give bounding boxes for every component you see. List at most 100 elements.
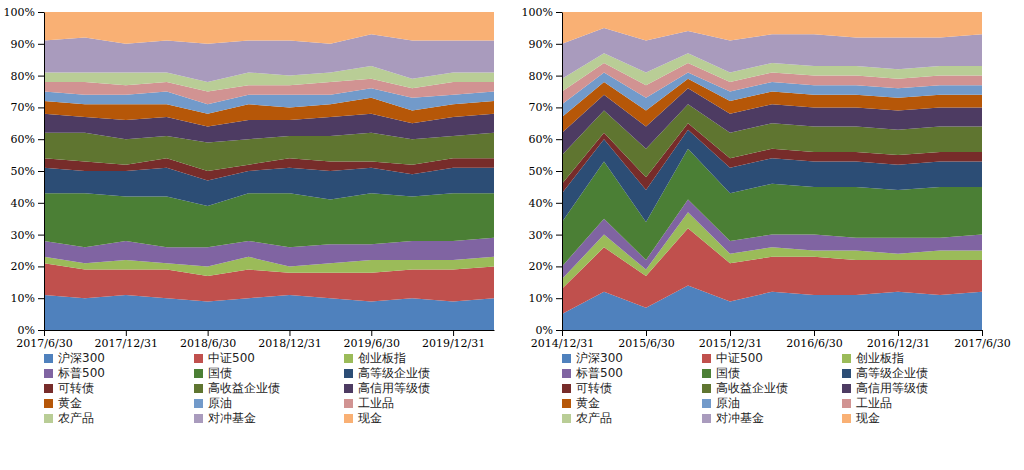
tick: 2014/12/31: [531, 330, 594, 350]
legend-item: 对冲基金: [194, 411, 256, 425]
tick-label: 2018/6/30: [180, 337, 236, 350]
area-series: [562, 12, 982, 44]
plot-area: [44, 12, 494, 330]
legend-label: 高等级企业债: [358, 366, 430, 380]
legend-item: 原油: [194, 396, 232, 410]
area-series: [44, 12, 494, 44]
legend-swatch: [702, 399, 711, 408]
tick-mark: [556, 203, 562, 204]
axis-line: [562, 13, 563, 331]
legend-swatch: [44, 354, 53, 363]
legend-label: 标普500: [575, 366, 623, 380]
legend-label: 现金: [358, 411, 382, 425]
tick-mark: [38, 139, 44, 140]
legend-label: 原油: [208, 396, 232, 410]
legend-item: 可转债: [562, 381, 612, 395]
tick-label: 50%: [11, 165, 35, 178]
tick: 2017/6/30: [954, 330, 1010, 350]
tick: 2016/6/30: [786, 330, 842, 350]
tick-label: 30%: [529, 229, 553, 242]
tick-label: 2016/12/31: [867, 337, 930, 350]
legend-item: 创业板指: [842, 351, 904, 365]
tick-mark: [556, 330, 562, 331]
legend-label: 原油: [716, 396, 740, 410]
tick: 2019/12/31: [422, 330, 485, 350]
legend-label: 黄金: [576, 396, 600, 410]
tick: 100%: [4, 6, 44, 19]
tick-mark: [289, 330, 290, 336]
legend-swatch: [44, 369, 53, 378]
tick-label: 2017/6/30: [954, 337, 1010, 350]
legend-swatch: [702, 369, 711, 378]
tick-mark: [38, 235, 44, 236]
tick-mark: [556, 107, 562, 108]
legend-item: 对冲基金: [702, 411, 764, 425]
legend-item: 可转债: [44, 381, 94, 395]
tick-label: 2016/6/30: [786, 337, 842, 350]
tick-label: 2019/6/30: [344, 337, 400, 350]
x-axis: 2014/12/312015/6/302015/12/312016/6/3020…: [531, 330, 1011, 350]
tick-mark: [38, 171, 44, 172]
tick-label: 80%: [11, 70, 35, 83]
legend-swatch: [344, 354, 353, 363]
tick: 60%: [11, 133, 44, 146]
legend-item: 高信用等级债: [344, 381, 430, 395]
legend-item: 国债: [194, 366, 232, 380]
legend-item: 沪深300: [44, 351, 105, 365]
tick-mark: [38, 12, 44, 13]
tick-label: 40%: [529, 197, 553, 210]
legend-swatch: [44, 384, 53, 393]
legend-swatch: [562, 399, 571, 408]
legend-label: 创业板指: [358, 351, 406, 365]
tick: 40%: [529, 197, 562, 210]
tick-mark: [556, 76, 562, 77]
legend-label: 国债: [716, 366, 740, 380]
legend-label: 工业品: [358, 396, 394, 410]
legend-swatch: [44, 414, 53, 423]
legend-item: 农产品: [562, 411, 612, 425]
legend-item: 黄金: [562, 396, 600, 410]
tick-label: 30%: [11, 229, 35, 242]
tick-mark: [556, 171, 562, 172]
tick-mark: [562, 330, 563, 336]
legend-swatch: [702, 354, 711, 363]
tick-label: 70%: [529, 101, 553, 114]
legend-label: 标普500: [57, 366, 105, 380]
legend-swatch: [562, 354, 571, 363]
tick-label: 2017/6/30: [16, 337, 72, 350]
tick-mark: [126, 330, 127, 336]
tick: 30%: [11, 229, 44, 242]
legend-item: 现金: [842, 411, 880, 425]
tick: 2016/12/31: [867, 330, 930, 350]
panel: 0%10%20%30%40%50%60%70%80%90%100%2014/12…: [522, 6, 1011, 425]
area-series: [44, 133, 494, 171]
legend-label: 现金: [856, 411, 880, 425]
legend-item: 标普500: [562, 366, 623, 380]
tick: 90%: [11, 38, 44, 51]
tick-mark: [556, 235, 562, 236]
legend: 沪深300中证500创业板指标普500国债高等级企业债可转债高收益企业债高信用等…: [562, 351, 928, 425]
legend-item: 高收益企业债: [702, 381, 788, 395]
legend-item: 黄金: [44, 396, 82, 410]
tick-mark: [453, 330, 454, 336]
tick: 50%: [11, 165, 44, 178]
legend-label: 高收益企业债: [208, 381, 280, 395]
tick-mark: [556, 12, 562, 13]
legend-item: 中证500: [194, 351, 255, 365]
legend-label: 国债: [208, 366, 232, 380]
legend-item: 创业板指: [344, 351, 406, 365]
tick-label: 2017/12/31: [95, 337, 158, 350]
y-axis: 0%10%20%30%40%50%60%70%80%90%100%: [4, 6, 45, 337]
tick-mark: [44, 330, 45, 336]
tick: 80%: [529, 70, 562, 83]
tick-mark: [556, 298, 562, 299]
legend-label: 黄金: [58, 396, 82, 410]
tick-mark: [38, 76, 44, 77]
tick-label: 2018/12/31: [258, 337, 321, 350]
legend-label: 对冲基金: [716, 411, 764, 425]
legend-item: 高等级企业债: [344, 366, 430, 380]
legend-label: 农产品: [58, 411, 94, 425]
tick: 2015/6/30: [618, 330, 674, 350]
legend-swatch: [562, 384, 571, 393]
tick: 0%: [18, 324, 44, 337]
